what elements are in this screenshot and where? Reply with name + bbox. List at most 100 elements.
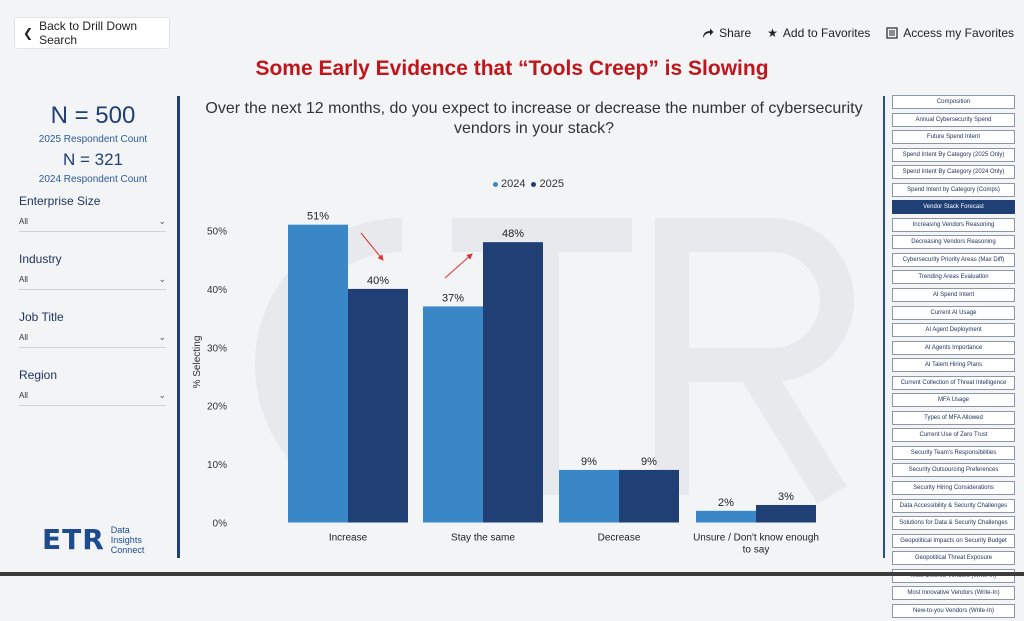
filter-label: Region xyxy=(19,368,58,382)
nav-item[interactable]: Decreasing Vendors Reasoning xyxy=(892,235,1015,250)
nav-item[interactable]: Vendor Stack Forecast xyxy=(892,200,1015,215)
nav-item[interactable]: AI Spend Intent xyxy=(892,288,1015,303)
industry-select[interactable]: All ⌄ xyxy=(19,274,166,290)
bar-2025 xyxy=(348,288,408,523)
y-axis-label: % Selecting xyxy=(192,336,203,389)
nav-item[interactable]: Annual Cybersecurity Spend xyxy=(892,112,1015,127)
share-button[interactable]: Share xyxy=(702,26,751,40)
left-divider xyxy=(177,96,180,558)
back-to-drill-down-button[interactable]: ❮ Back to Drill Down Search xyxy=(14,17,170,49)
bar-2025 xyxy=(483,242,543,523)
logo-line: Connect xyxy=(110,544,145,555)
filter-value: All xyxy=(19,217,28,226)
nav-item[interactable]: Geopolitical Threat Exposure xyxy=(892,551,1015,566)
access-favorites-label: Access my Favorites xyxy=(903,26,1014,40)
logo-line: Data xyxy=(110,524,130,535)
data-label: 40% xyxy=(367,275,389,287)
nav-item[interactable]: Most Innovative Vendors (Write-In) xyxy=(892,586,1015,601)
nav-item[interactable]: MFA Usage xyxy=(892,393,1015,408)
legend-item-2024: 2024 xyxy=(493,178,525,190)
bar-2024 xyxy=(288,224,348,523)
nav-item[interactable]: Trending Areas Evaluation xyxy=(892,270,1015,285)
nav-item[interactable]: Data Accessibility & Security Challenges xyxy=(892,498,1015,513)
job-title-select[interactable]: All ⌄ xyxy=(19,332,166,348)
nav-item[interactable]: Solutions for Data & Security Challenges xyxy=(892,516,1015,531)
chevron-left-icon: ❮ xyxy=(23,26,34,40)
x-tick-label: to say xyxy=(743,545,770,556)
logo-subtitle: Data Insights Connect xyxy=(111,525,145,555)
legend-item-2025: 2025 xyxy=(531,178,564,190)
legend-swatch-2024 xyxy=(493,181,498,187)
nav-item[interactable]: Cybersecurity Priority Areas (Max Diff) xyxy=(892,252,1015,267)
nav-item[interactable]: Future Spend Intent xyxy=(892,130,1015,145)
star-icon: ★ xyxy=(767,26,778,40)
filter-value: All xyxy=(19,275,28,284)
n-2024-label: 2024 Respondent Count xyxy=(38,174,148,185)
legend-swatch-2025 xyxy=(531,181,537,187)
nav-item[interactable]: AI Agents Importance xyxy=(892,340,1015,355)
logo-line: Insights xyxy=(110,534,142,545)
data-label: 9% xyxy=(581,456,597,468)
chevron-down-icon: ⌄ xyxy=(158,390,166,400)
bar-2025 xyxy=(619,469,679,523)
filter-value: All xyxy=(19,391,28,400)
data-label: 9% xyxy=(641,456,657,468)
data-label: 37% xyxy=(442,292,464,304)
n-2025-count: N = 500 xyxy=(50,102,136,129)
n-2025-label: 2025 Respondent Count xyxy=(38,134,148,145)
left-panel: N = 500 2025 Respondent Count N = 321 20… xyxy=(0,92,180,562)
nav-item[interactable]: Spend Intent by Category (Comps) xyxy=(892,182,1015,197)
chevron-down-icon: ⌄ xyxy=(158,216,166,226)
etr-logo: ETR Data Insights Connect xyxy=(42,523,144,556)
nav-item[interactable]: Spend Intent By Category (2024 Only) xyxy=(892,165,1015,180)
filter-region: Region All ⌄ xyxy=(19,368,166,406)
nav-item[interactable]: Security Hiring Considerations xyxy=(892,481,1015,496)
nav-item[interactable]: Security Team's Responsibilities xyxy=(892,445,1015,460)
section-nav: Composition Annual Cybersecurity Spend Fut… xyxy=(892,95,1015,621)
nav-item[interactable]: Current Collection of Threat Intelligenc… xyxy=(892,375,1015,390)
filter-job-title: Job Title All ⌄ xyxy=(19,310,166,348)
nav-item[interactable]: Current AI Usage xyxy=(892,305,1015,320)
bar-chart: 0% 10% 20% 30% 40% 50% % Selecting 51% 40% Increa… xyxy=(192,211,819,556)
nav-item[interactable]: Spend Intent By Category (2025 Only) xyxy=(892,147,1015,162)
nav-item[interactable]: Increasing Vendors Reasoning xyxy=(892,217,1015,232)
data-label: 3% xyxy=(778,491,794,503)
filter-industry: Industry All ⌄ xyxy=(19,252,166,290)
top-actions: Share ★ Add to Favorites Access my Favor… xyxy=(702,26,1014,40)
chart-question: Over the next 12 months, do you expect t… xyxy=(205,100,863,137)
trend-arrow-down xyxy=(360,232,384,261)
x-tick-label: Unsure / Don't know enough xyxy=(693,533,819,544)
region-select[interactable]: All ⌄ xyxy=(19,390,166,406)
trend-arrow-up xyxy=(444,253,473,279)
nav-item[interactable]: AI Talent Hiring Plans xyxy=(892,358,1015,373)
add-to-favorites-button[interactable]: ★ Add to Favorites xyxy=(767,26,870,40)
legend-label: 2024 xyxy=(501,178,526,190)
share-label: Share xyxy=(719,26,752,40)
bar-2024 xyxy=(423,306,483,523)
nav-item[interactable]: Geopolitical Impacts on Security Budget xyxy=(892,533,1015,548)
bottom-bar xyxy=(0,572,1024,576)
filter-label: Industry xyxy=(19,252,62,266)
y-tick-label: 0% xyxy=(213,519,228,530)
chevron-down-icon: ⌄ xyxy=(158,332,166,342)
filter-label: Job Title xyxy=(19,310,64,324)
nav-item[interactable]: Security Outsourcing Preferences xyxy=(892,463,1015,478)
y-tick-label: 40% xyxy=(207,285,227,296)
chart-legend: 2024 2025 xyxy=(493,178,564,190)
add-to-favorites-label: Add to Favorites xyxy=(782,26,871,40)
filter-value: All xyxy=(19,333,28,342)
bar-2025 xyxy=(756,504,816,523)
nav-item[interactable]: Composition xyxy=(892,95,1015,109)
access-favorites-button[interactable]: Access my Favorites xyxy=(886,26,1014,40)
y-tick-label: 20% xyxy=(207,402,227,413)
bar-2024 xyxy=(559,469,619,523)
nav-item[interactable]: New-to-you Vendors (Write-In) xyxy=(892,603,1015,618)
enterprise-size-select[interactable]: All ⌄ xyxy=(19,216,166,232)
y-tick-label: 50% xyxy=(207,227,227,238)
n-2024-count: N = 321 xyxy=(62,150,123,169)
y-tick-label: 10% xyxy=(207,460,227,471)
nav-item[interactable]: Types of MFA Allowed xyxy=(892,410,1015,425)
nav-item[interactable]: Current Use of Zero Trust xyxy=(892,428,1015,443)
nav-item[interactable]: AI Agent Deployment xyxy=(892,323,1015,338)
data-label: 48% xyxy=(502,228,524,240)
